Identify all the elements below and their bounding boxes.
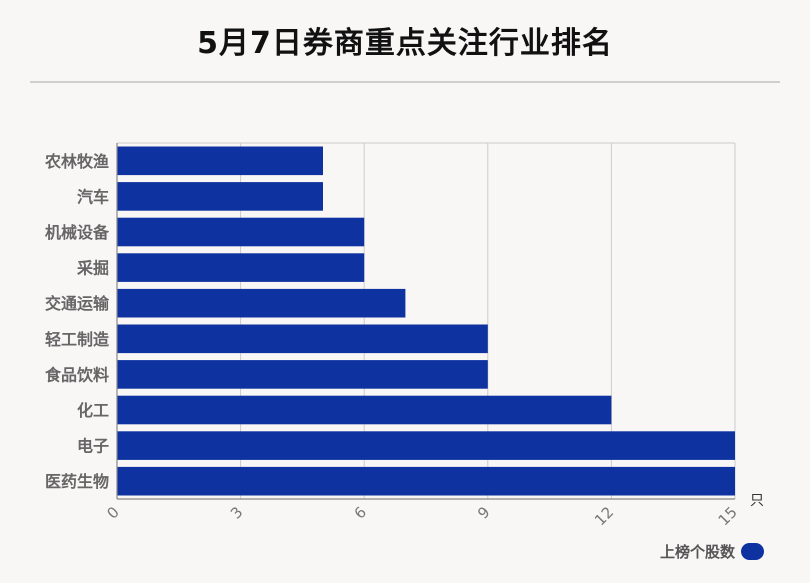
chart-title: 5月7日券商重点关注行业排名	[197, 26, 613, 61]
x-tick-label-4: 12	[591, 503, 617, 529]
title-divider	[30, 81, 780, 83]
category-label-6: 食品饮料	[44, 365, 109, 384]
category-label-9: 医药生物	[45, 472, 109, 491]
bar-2	[117, 217, 365, 247]
category-label-1: 汽车	[77, 187, 109, 206]
category-label-5: 轻工制造	[45, 330, 110, 349]
x-tick-label-1: 3	[227, 503, 246, 522]
bar-6	[117, 360, 488, 389]
bar-9	[117, 466, 735, 496]
category-label-8: 电子	[77, 437, 109, 456]
category-label-2: 机械设备	[45, 223, 110, 242]
bar-7	[117, 395, 612, 425]
x-tick-label-2: 6	[351, 503, 370, 522]
category-label-0: 农林牧渔	[44, 152, 109, 171]
legend: 上榜个股数	[660, 540, 765, 562]
bar-4	[117, 288, 406, 318]
category-label-3: 采掘	[76, 259, 109, 278]
category-label-4: 交通运输	[45, 294, 110, 313]
bar-8	[117, 431, 735, 460]
bar-5	[117, 324, 488, 354]
x-axis-unit: 只	[750, 493, 764, 509]
bar-0	[117, 146, 323, 176]
legend-swatch	[741, 542, 765, 560]
bar-1	[117, 182, 323, 211]
x-tick-label-3: 9	[474, 503, 493, 522]
category-label-7: 化工	[77, 401, 109, 420]
x-tick-label-5: 15	[715, 503, 741, 529]
legend-label: 上榜个股数	[660, 542, 736, 561]
bar-3	[117, 253, 365, 282]
x-tick-label-0: 0	[103, 503, 122, 522]
